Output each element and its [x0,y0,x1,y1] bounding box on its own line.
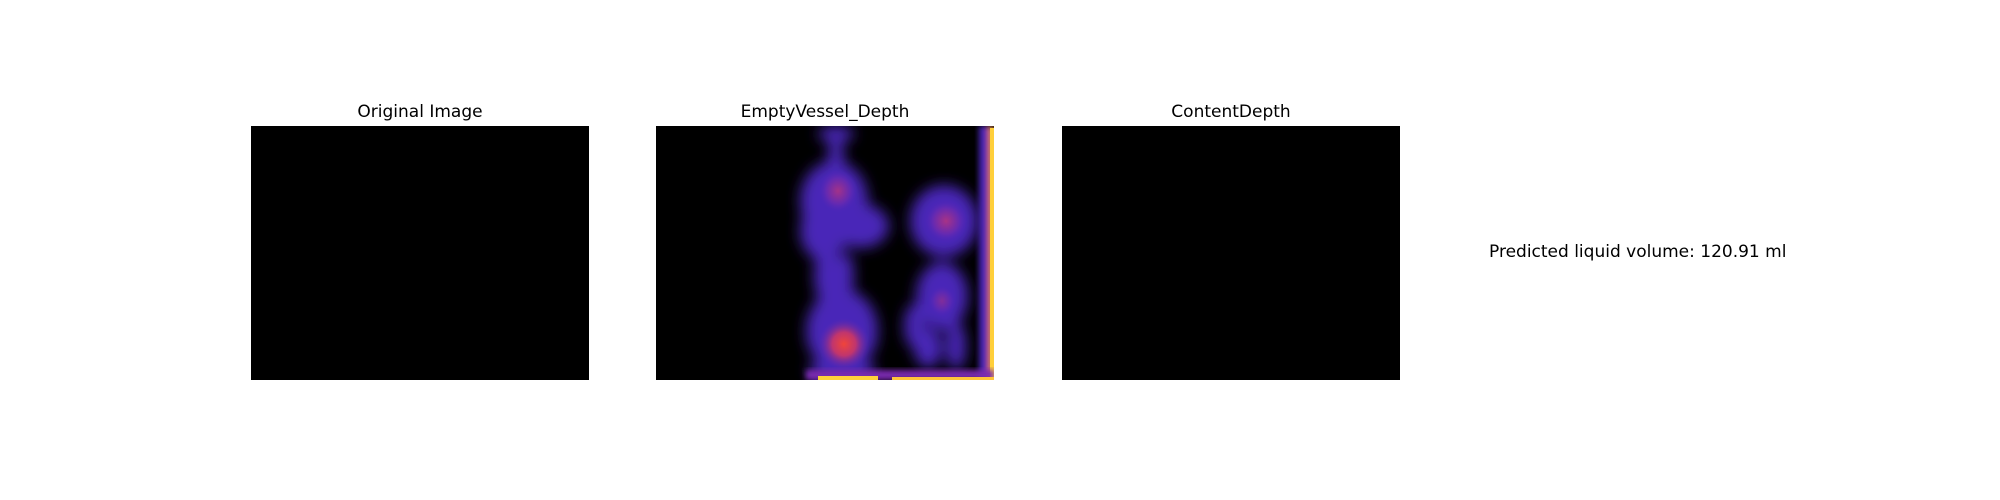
depth-map-image [800,126,994,380]
left-vessel-lower-hotspot [818,318,870,370]
right-vessel-shape [904,185,978,370]
empty-vessel-depth-panel [656,126,994,380]
bottom-edge-peak-left [818,376,878,380]
content-depth-panel [1062,126,1400,380]
bottom-edge-peak-right [892,377,994,380]
predicted-volume-text: Predicted liquid volume: 120.91 ml [1489,242,1787,262]
right-vessel-highlight [924,199,968,243]
original-image-panel [251,126,589,380]
empty-vessel-depth-title: EmptyVessel_Depth [740,102,910,122]
original-image-title: Original Image [357,102,483,122]
bottom-edge-strip [806,370,994,380]
content-depth-title: ContentDepth [1171,102,1291,122]
left-vessel-upper-highlight [818,169,858,213]
right-edge-peak [990,128,994,378]
right-vessel-lower-highlight [928,285,956,317]
